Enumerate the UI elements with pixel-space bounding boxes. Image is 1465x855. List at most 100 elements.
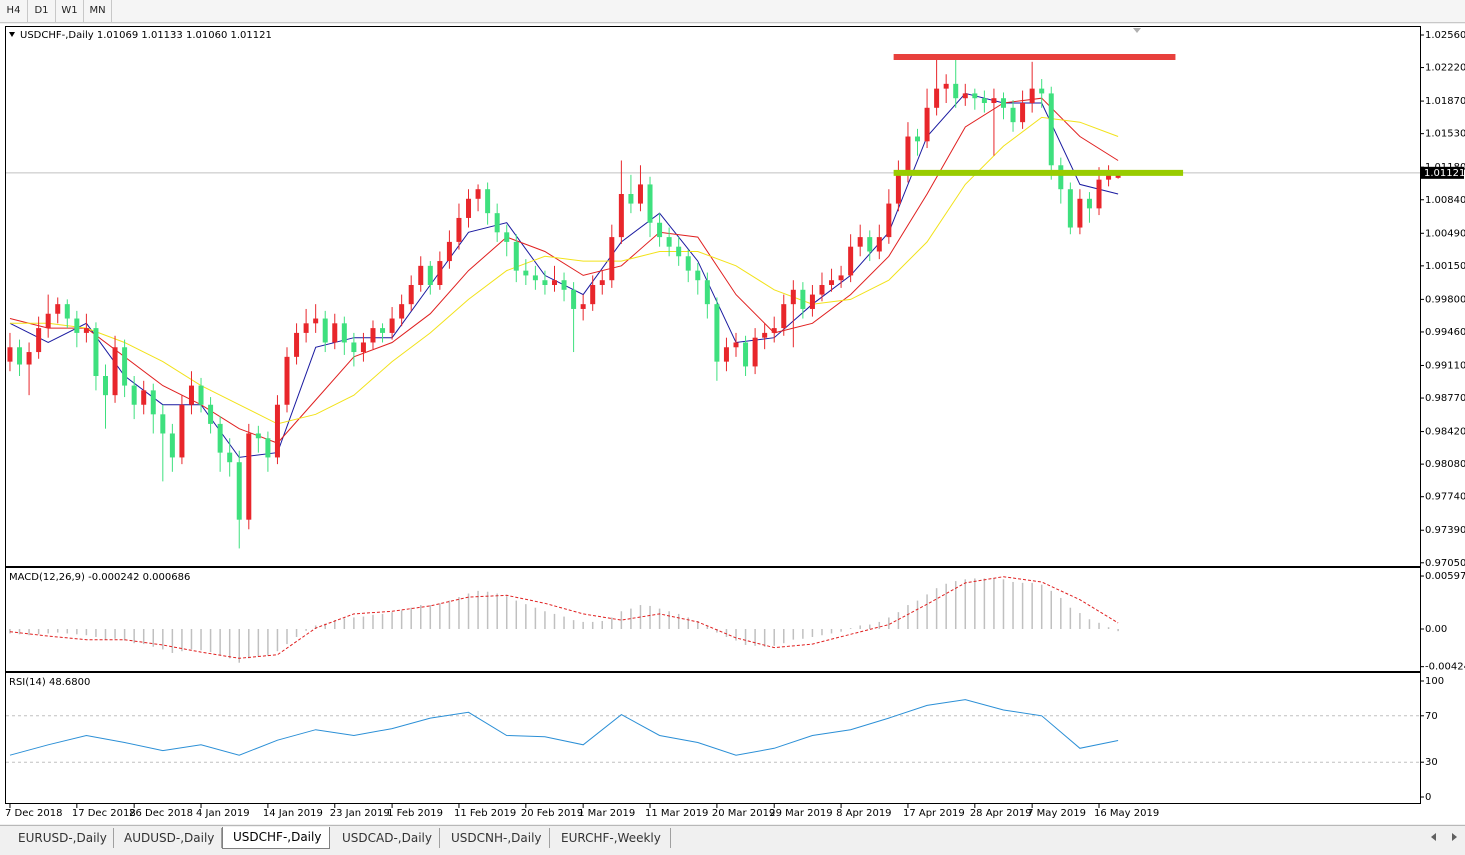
candle-body [848,246,854,276]
candle-body [867,237,873,252]
candle-body [284,356,290,405]
x-tick-label: 7 Dec 2018 [5,808,63,819]
candle-body [551,280,557,286]
symbol-tab[interactable]: EURUSD-,Daily [8,828,114,848]
x-tick-label: 11 Mar 2019 [645,808,708,819]
candle-body [427,265,433,286]
candle-body [208,404,214,424]
candle-body [55,304,61,314]
candle-body [771,328,777,333]
symbol-tab[interactable]: USDCNH-,Daily [441,828,550,848]
candle-body [981,98,987,104]
candle-body [294,332,300,357]
candle-body [1096,179,1102,209]
candle-body [1086,198,1092,209]
x-tick-label: 1 Feb 2019 [387,808,443,819]
candle-body [609,237,615,281]
chart: USDCHF-,Daily 1.01069 1.01133 1.01060 1.… [0,24,1465,824]
y-tick-label: 0.98420 [1425,427,1465,438]
candle-body [83,328,89,333]
candle-body [915,136,921,142]
scroll-right[interactable] [1452,833,1457,841]
candle-body [1020,103,1026,123]
candle-body [657,222,663,238]
timeframe-button[interactable]: H4 [0,0,28,22]
candle-body [542,280,548,286]
candle-body [360,342,366,353]
candle-body [236,462,242,520]
y-tick-label: 1.01530 [1425,129,1465,140]
moving-average [10,116,1119,425]
main-panel-frame [5,26,1421,567]
x-tick-label: 7 May 2019 [1027,808,1086,819]
candle-body [303,323,309,333]
symbol-tab[interactable]: AUDUSD-,Daily [114,828,222,848]
candle-body [150,390,156,415]
candle-body [647,184,653,223]
candle-body [112,347,118,396]
chart-background [0,24,1465,824]
candle-body [829,280,835,286]
y-tick-label: 30 [1425,757,1438,768]
plot-layer: 1.025601.022201.018701.015301.011801.008… [5,30,1465,819]
candle-body [561,280,567,290]
y-tick-label: 100 [1425,676,1444,687]
candle-body [227,452,233,463]
x-tick-label: 4 Jan 2019 [196,808,250,819]
candle-body [962,93,968,99]
candle-body [1106,174,1112,180]
candle-body [475,189,481,199]
rsi-title: RSI(14) 48.6800 [9,677,90,688]
scroll-left[interactable] [1431,833,1436,841]
x-tick-label: 20 Feb 2019 [521,808,583,819]
candle-body [1058,165,1064,190]
candle-body [389,318,395,333]
candle-body [408,285,414,305]
timeframe-button[interactable]: W1 [56,0,84,22]
candle-body [895,174,901,204]
candle-body [380,328,386,333]
y-tick-label: 1.00490 [1425,228,1465,239]
candle-body [102,376,108,396]
y-tick-label: 0.99110 [1425,360,1465,371]
x-tick-label: 20 Mar 2019 [712,808,775,819]
candle-body [504,232,510,242]
candle-body [160,414,166,434]
x-tick-label: 14 Jan 2019 [263,808,323,819]
timeframe-button[interactable]: MN [84,0,112,22]
timeframe-button[interactable]: D1 [28,0,56,22]
symbol-tab[interactable]: USDCHF-,Daily [222,827,330,849]
symbol-tab[interactable]: EURCHF-,Weekly [551,828,671,848]
candle-body [45,313,51,329]
menu-arrow[interactable] [9,32,15,37]
candle-body [809,294,815,309]
candle-body [819,285,825,295]
candle-body [800,289,806,309]
symbol-tab[interactable]: USDCAD-,Daily [332,828,440,848]
moving-average [9,97,1119,444]
candle-body [934,88,940,108]
candle-body [456,217,462,242]
candle-body [972,93,978,99]
rsi-panel-frame [5,672,1421,804]
candle-body [141,390,147,405]
candle-body [523,270,529,276]
candle-body [781,304,787,329]
y-tick-label: 0 [1425,792,1431,803]
y-tick-label: 1.01870 [1425,96,1465,107]
x-tick-label: 1 Mar 2019 [578,808,635,819]
timeframe-toolbar: H4 D1 W1 MN [0,0,1465,23]
y-tick-label: 0.97740 [1425,492,1465,503]
candle-body [74,318,80,333]
candle-body [685,256,691,271]
candle-body [905,136,911,175]
candle-body [485,189,491,214]
candle-body [7,347,13,362]
x-tick-label: 16 May 2019 [1094,808,1159,819]
candle-body [733,342,739,348]
candle-body [169,433,175,458]
tab-scroll-arrows[interactable] [1430,832,1460,842]
candle-body [1029,88,1035,104]
candle-body [1039,88,1045,94]
candle-body [26,352,32,365]
